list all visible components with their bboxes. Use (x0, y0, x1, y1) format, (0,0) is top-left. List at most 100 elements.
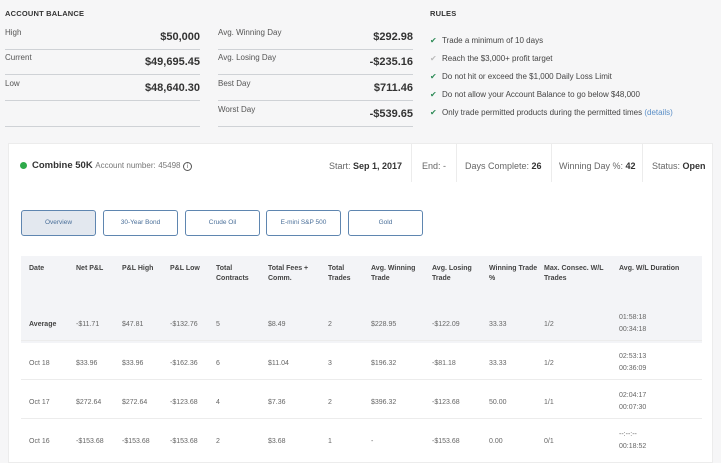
days-label: Days Complete: (465, 161, 530, 171)
rule-text: Do not hit or exceed the $1,000 Daily Lo… (442, 72, 612, 81)
stat-high: High $50,000 (5, 26, 200, 50)
column-header[interactable]: P&L High (122, 265, 154, 272)
rules-title: RULES (430, 9, 457, 18)
rule-item: ✔ Reach the $3,000+ profit target (430, 54, 553, 66)
winpct-label: Winning Day %: (559, 161, 624, 171)
stat-label: Best Day (218, 79, 251, 88)
tab-e-mini-s-p-500[interactable]: E-mini S&P 500 (266, 210, 341, 236)
account-number: 45498 (158, 161, 181, 170)
stat-label: Low (5, 79, 20, 88)
table-cell: 3 (328, 360, 332, 367)
table-cell: $196.32 (371, 360, 397, 367)
info-icon[interactable]: i (183, 162, 192, 171)
column-header[interactable]: Total Fees + Comm. (268, 265, 309, 282)
row-date: Oct 17 (29, 399, 50, 406)
table-cell: 33.33 (489, 321, 507, 328)
start-label: Start: (329, 161, 351, 171)
table-cell: $47.81 (122, 321, 144, 328)
table-cell: -$162.36 (170, 360, 198, 367)
table-cell: - (371, 438, 374, 445)
table-cell: $33.96 (76, 360, 98, 367)
table-cell: -$132.76 (170, 321, 198, 328)
row-divider (21, 418, 702, 419)
winning-day-pct: 42 (625, 161, 636, 171)
column-header[interactable]: Winning Trade % (489, 265, 538, 282)
table-cell: -$123.68 (170, 399, 198, 406)
stat-value: $292.98 (373, 31, 413, 43)
table-cell: 1/2 (544, 321, 554, 328)
table-cell: 33.33 (489, 360, 507, 367)
account-balance-title: ACCOUNT BALANCE (5, 9, 85, 18)
account-name: Combine 50K (32, 160, 93, 171)
rule-text: Only trade permitted products during the… (442, 108, 643, 117)
table-cell: 02:04:17 00:07:30 (619, 392, 647, 411)
rule-item: ✔ Trade a minimum of 10 days (430, 36, 543, 48)
stat-label: Current (5, 53, 32, 62)
table-cell: $396.32 (371, 399, 397, 406)
stat-value: $711.46 (373, 82, 413, 94)
stat-current: Current $49,695.45 (5, 51, 200, 75)
column-header[interactable]: Total Trades (328, 265, 351, 282)
table-cell: 2 (216, 438, 220, 445)
end-date: - (443, 161, 447, 171)
row-date: Average (29, 321, 57, 328)
table-cell: -$11.71 (76, 321, 100, 328)
table-cell: $228.95 (371, 321, 397, 328)
rule-text: Do not allow your Account Balance to go … (442, 90, 640, 99)
row-date: Oct 18 (29, 360, 50, 367)
table-cell: -$153.68 (170, 438, 198, 445)
table-cell: $33.96 (122, 360, 144, 367)
row-divider (21, 340, 702, 341)
check-icon: ✔ (430, 72, 437, 81)
column-header[interactable]: Total Contracts (216, 265, 249, 282)
tab-gold[interactable]: Gold (348, 210, 423, 236)
table-cell: 01:58:18 00:34:18 (619, 314, 647, 333)
column-header[interactable]: Avg. W/L Duration (619, 265, 680, 272)
table-cell: $7.36 (268, 399, 286, 406)
table-cell: 6 (216, 360, 220, 367)
rule-item: ✔ Only trade permitted products during th… (430, 108, 673, 120)
account-number-label: Account number: (95, 161, 156, 170)
stat-value: $50,000 (160, 31, 200, 43)
stat-avg-winning-day: Avg. Winning Day $292.98 (218, 26, 413, 50)
table-cell: 2 (328, 321, 332, 328)
column-header[interactable]: Avg. Winning Trade (371, 265, 416, 282)
rule-text: Trade a minimum of 10 days (442, 36, 544, 45)
stat-value: -$539.65 (369, 108, 413, 120)
end-label: End: (422, 161, 441, 171)
column-header[interactable]: Max. Consec. W/L Trades (544, 265, 604, 282)
account-card: Combine 50K Account number: 45498 i Star… (8, 143, 713, 463)
table-cell: $3.68 (268, 438, 286, 445)
table-cell: 0.00 (489, 438, 503, 445)
table-cell: 1 (328, 438, 332, 445)
tab-crude-oil[interactable]: Crude Oil (185, 210, 260, 236)
table-cell: 5 (216, 321, 220, 328)
table-cell: -$81.18 (432, 360, 456, 367)
check-icon: ✔ (430, 90, 437, 99)
stat-label: Worst Day (218, 105, 256, 114)
days-complete: 26 (531, 161, 542, 171)
table-cell: 1/2 (544, 360, 554, 367)
table-cell: $8.49 (268, 321, 286, 328)
table-cell: $11.04 (268, 360, 289, 367)
table-cell: 02:53:13 00:36:09 (619, 353, 647, 372)
table-cell: -$153.68 (432, 438, 460, 445)
check-icon: ✔ (430, 54, 437, 63)
start-date: Sep 1, 2017 (353, 161, 403, 171)
details-link[interactable]: (details) (644, 108, 673, 117)
column-header[interactable]: Date (29, 265, 45, 272)
table-cell: -$153.68 (76, 438, 104, 445)
tab-overview[interactable]: Overview (21, 210, 96, 236)
tab-30-year-bond[interactable]: 30-Year Bond (103, 210, 178, 236)
row-date: Oct 16 (29, 438, 50, 445)
rule-item: ✔ Do not allow your Account Balance to go… (430, 90, 640, 102)
rule-text: Reach the $3,000+ profit target (442, 54, 553, 63)
column-header[interactable]: Net P&L (76, 265, 104, 272)
stat-avg-losing-day: Avg. Losing Day -$235.16 (218, 51, 413, 75)
stat-label: High (5, 28, 22, 37)
table-cell: $272.64 (122, 399, 148, 406)
stat-best-day: Best Day $711.46 (218, 77, 413, 101)
row-divider (21, 379, 702, 380)
column-header[interactable]: Avg. Losing Trade (432, 265, 472, 282)
column-header[interactable]: P&L Low (170, 265, 200, 272)
